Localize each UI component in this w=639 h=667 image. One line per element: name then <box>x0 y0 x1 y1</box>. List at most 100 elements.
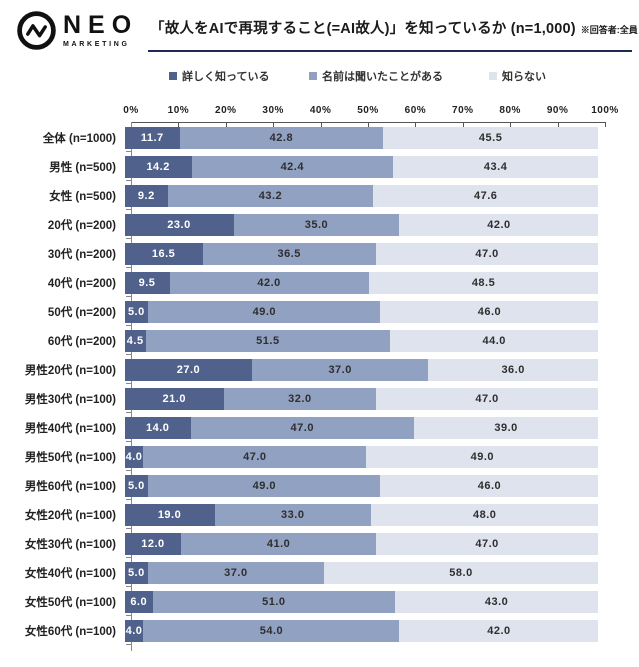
row-label: 男性20代 (n=100) <box>24 364 116 377</box>
row-label: 男性 (n=500) <box>49 161 116 174</box>
y-tick-mark <box>126 238 131 239</box>
bar-segment-know-well: 12.0 <box>124 532 182 555</box>
chart-row: 女性30代 (n=100) 12.0 41.0 47.0 <box>0 529 639 558</box>
bar-segment-heard-name: 42.4 <box>191 155 393 178</box>
row-label: 女性30代 (n=100) <box>24 538 116 551</box>
x-tick-label: 20% <box>215 105 237 116</box>
x-tick-label: 30% <box>262 105 284 116</box>
row-label: 40代 (n=200) <box>47 277 116 290</box>
y-tick-mark <box>126 354 131 355</box>
x-tick-mark <box>368 123 369 127</box>
chart-row: 60代 (n=200) 4.5 51.5 44.0 <box>0 326 639 355</box>
bar-segment-heard-name: 43.2 <box>168 184 373 207</box>
legend-label: 詳しく知っている <box>182 71 270 83</box>
chart-row: 男性 (n=500) 14.2 42.4 43.4 <box>0 152 639 181</box>
row-label: 20代 (n=200) <box>47 219 116 232</box>
stacked-bar: 6.0 51.0 43.0 <box>124 590 599 613</box>
stacked-bar: 16.5 36.5 47.0 <box>124 242 599 265</box>
chart-row: 50代 (n=200) 5.0 49.0 46.0 <box>0 297 639 326</box>
chart-row: 女性20代 (n=100) 19.0 33.0 48.0 <box>0 500 639 529</box>
bar-segment-dont-know: 46.0 <box>380 474 599 497</box>
y-tick-mark <box>126 470 131 471</box>
legend: 詳しく知っている 名前は聞いたことがある 知らない <box>131 68 605 86</box>
y-tick-mark <box>126 151 131 152</box>
x-tick-mark <box>605 123 606 127</box>
y-tick-mark <box>126 644 131 645</box>
chart-row: 女性60代 (n=100) 4.0 54.0 42.0 <box>0 616 639 645</box>
row-label: 女性40代 (n=100) <box>24 567 116 580</box>
y-tick-mark <box>126 499 131 500</box>
x-axis-line <box>131 122 606 123</box>
row-label: 30代 (n=200) <box>47 248 116 261</box>
stacked-bar: 4.5 51.5 44.0 <box>124 329 599 352</box>
stacked-bar: 14.2 42.4 43.4 <box>124 155 599 178</box>
x-tick-mark <box>510 123 512 127</box>
x-tick-mark <box>225 123 227 127</box>
page-title: 「故人をAIで再現すること(=AI故人)」を知っているか (n=1,000) <box>150 21 576 37</box>
x-tick-label: 10% <box>167 105 190 116</box>
stacked-bar: 23.0 35.0 42.0 <box>124 213 599 236</box>
bar-segment-know-well: 6.0 <box>124 590 153 613</box>
legend-label: 名前は聞いたことがある <box>322 71 443 83</box>
row-label: 男性50代 (n=100) <box>24 451 116 464</box>
chart-row: 男性60代 (n=100) 5.0 49.0 46.0 <box>0 471 639 500</box>
x-tick-label: 80% <box>499 105 521 116</box>
bar-segment-dont-know: 45.5 <box>382 126 599 149</box>
bar-segment-dont-know: 47.0 <box>375 532 599 555</box>
x-tick-mark <box>273 123 275 127</box>
bar-segment-know-well: 9.5 <box>124 271 170 294</box>
bar-segment-dont-know: 36.0 <box>427 358 599 381</box>
stacked-bar: 9.5 42.0 48.5 <box>124 271 599 294</box>
x-tick-mark <box>320 123 322 127</box>
chart-row: 男性50代 (n=100) 4.0 47.0 49.0 <box>0 442 639 471</box>
bar-segment-heard-name: 37.0 <box>148 561 324 584</box>
bar-segment-know-well: 19.0 <box>124 503 215 526</box>
bar-segment-know-well: 5.0 <box>124 474 149 497</box>
bar-segment-dont-know: 43.0 <box>394 590 599 613</box>
stacked-bar: 14.0 47.0 39.0 <box>124 416 599 439</box>
title-underline <box>148 50 632 52</box>
y-axis-line <box>131 122 132 651</box>
bar-segment-heard-name: 42.8 <box>179 126 383 149</box>
legend-swatch-heard-name <box>309 72 317 80</box>
bar-segment-dont-know: 43.4 <box>392 155 599 178</box>
y-tick-mark <box>126 528 131 529</box>
bar-segment-heard-name: 54.0 <box>143 619 400 642</box>
stacked-bar: 19.0 33.0 48.0 <box>124 503 599 526</box>
bar-segment-know-well: 14.2 <box>124 155 192 178</box>
row-label: 60代 (n=200) <box>47 335 116 348</box>
chart-row: 男性40代 (n=100) 14.0 47.0 39.0 <box>0 413 639 442</box>
stacked-bar: 5.0 49.0 46.0 <box>124 300 599 323</box>
y-tick-mark <box>126 180 131 181</box>
stacked-bar: 11.7 42.8 45.5 <box>124 126 599 149</box>
logo-text: NEO <box>63 11 139 39</box>
bar-segment-know-well: 5.0 <box>124 561 149 584</box>
stacked-bar: 9.2 43.2 47.6 <box>124 184 599 207</box>
row-label: 女性 (n=500) <box>49 190 116 203</box>
y-tick-mark <box>126 557 131 558</box>
bar-segment-heard-name: 35.0 <box>233 213 400 236</box>
bar-segment-heard-name: 49.0 <box>148 474 381 497</box>
row-label: 女性60代 (n=100) <box>24 625 116 638</box>
bar-segment-dont-know: 47.0 <box>375 387 599 410</box>
bar-segment-dont-know: 44.0 <box>389 329 599 352</box>
row-label: 男性60代 (n=100) <box>24 480 116 493</box>
x-axis-labels: 0% 10% 20% 30% 40% 50% 60% 70% 80% 90% 100% <box>123 105 618 119</box>
x-tick-mark <box>415 123 417 127</box>
chart-row: 女性 (n=500) 9.2 43.2 47.6 <box>0 181 639 210</box>
chart-row: 男性20代 (n=100) 27.0 37.0 36.0 <box>0 355 639 384</box>
y-tick-mark <box>126 412 131 413</box>
bar-segment-dont-know: 58.0 <box>323 561 599 584</box>
legend-item-dont-know: 知らない <box>489 68 546 84</box>
x-tick-mark <box>557 123 559 127</box>
y-tick-mark <box>126 441 131 442</box>
legend-label: 知らない <box>502 71 546 83</box>
bar-segment-know-well: 4.0 <box>124 445 144 468</box>
x-tick-label: 0% <box>123 105 139 116</box>
bar-segment-know-well: 27.0 <box>124 358 253 381</box>
y-tick-mark <box>126 267 131 268</box>
bar-segment-know-well: 16.5 <box>124 242 203 265</box>
bar-segment-heard-name: 36.5 <box>202 242 376 265</box>
y-tick-mark <box>126 296 131 297</box>
